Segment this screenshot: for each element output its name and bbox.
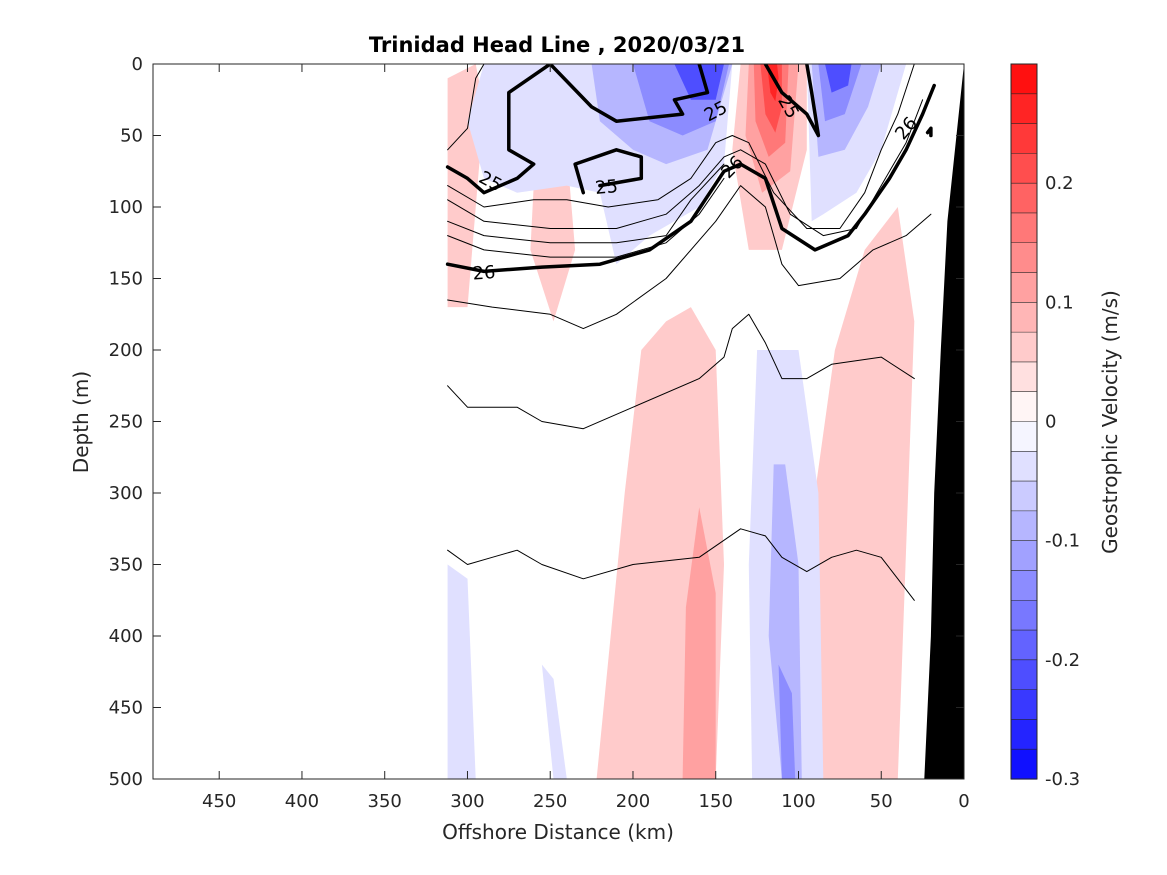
y-tick-label-5: 250	[109, 412, 143, 433]
thin-contour-6	[447, 64, 915, 229]
y-tick-label-1: 50	[120, 126, 143, 147]
colorbar-segment-12	[1011, 421, 1037, 452]
contour-label-2: 25	[594, 176, 619, 199]
colorbar-tick-label-5: -0.3	[1045, 769, 1080, 790]
x-axis: 450 400 350 300 250 200 150 100 50 0	[202, 64, 970, 812]
colorbar-segment-3	[1011, 153, 1037, 184]
colorbar-segment-22	[1011, 719, 1037, 750]
x-tick-label-0: 450	[202, 791, 236, 812]
x-tick-label-3: 300	[450, 791, 484, 812]
thin-contour-5	[447, 64, 485, 151]
colorbar-segment-15	[1011, 510, 1037, 542]
thin-contour-12	[447, 528, 915, 601]
topography-shape	[924, 64, 964, 779]
x-tick-label-6: 150	[699, 791, 733, 812]
y-tick-label-8: 400	[109, 626, 143, 647]
y-tick-label-6: 300	[109, 483, 143, 504]
colorbar-segment-7	[1011, 272, 1037, 303]
colorbar-segment-18	[1011, 600, 1037, 631]
y-tick-label-4: 200	[109, 340, 143, 361]
thin-contour-9	[447, 177, 725, 258]
x-tick-label-2: 350	[368, 791, 402, 812]
x-tick-label-4: 250	[533, 791, 567, 812]
colorbar-tick-label-2: 0	[1045, 412, 1056, 433]
colorbar-title: Geostrophic Velocity (m/s)	[1098, 290, 1122, 554]
colorbar-tick-label-4: -0.2	[1045, 650, 1080, 671]
colorbar-segment-17	[1011, 570, 1037, 601]
colorbar-segment-6	[1011, 242, 1037, 274]
y-tick-label-2: 100	[109, 197, 143, 218]
bottom-topography	[924, 64, 964, 779]
y-tick-label-7: 350	[109, 555, 143, 576]
velocity-patch-3	[815, 207, 915, 779]
velocity-patch-22	[778, 664, 796, 779]
colorbar-segment-1	[1011, 93, 1037, 125]
colorbar-segment-13	[1011, 451, 1037, 482]
contour-label-group-2: 25	[594, 176, 619, 199]
colorbar-segment-19	[1011, 630, 1037, 661]
colorbar-segment-4	[1011, 183, 1037, 214]
y-tick-label-0: 0	[132, 54, 143, 75]
x-tick-label-7: 100	[781, 791, 815, 812]
colorbar-segment-5	[1011, 212, 1037, 244]
colorbar-segment-16	[1011, 540, 1037, 572]
velocity-patch-19	[541, 664, 567, 779]
colorbar-tick-label-1: 0.1	[1045, 292, 1074, 313]
contour-label-group-4: 26	[472, 262, 496, 285]
colorbar-segment-14	[1011, 481, 1037, 512]
x-tick-label-5: 200	[616, 791, 650, 812]
colorbar-segment-0	[1011, 64, 1037, 95]
velocity-field	[447, 64, 915, 779]
colorbar-segment-20	[1011, 659, 1037, 691]
colorbar-segment-23	[1011, 749, 1037, 780]
thin-contour-8	[447, 163, 725, 244]
thin-contour-11	[447, 313, 915, 430]
colorbar: 0.2 0.1 0 -0.1 -0.2 -0.3	[1010, 63, 1080, 790]
colorbar-segment-9	[1011, 332, 1037, 363]
density-contours	[445, 64, 936, 601]
bold-contour-4	[925, 126, 933, 138]
thin-contour-10	[447, 185, 932, 330]
y-axis-title: Depth (m)	[69, 371, 93, 473]
colorbar-segment-11	[1011, 391, 1037, 423]
y-tick-label-9: 450	[109, 698, 143, 719]
bold-contour-2	[763, 64, 821, 138]
bold-contour-1	[573, 148, 644, 195]
colorbar-frame	[1010, 63, 1038, 780]
x-tick-label-9: 0	[958, 791, 969, 812]
velocity-patch-17	[825, 64, 852, 93]
bold-contour-3	[445, 83, 936, 274]
velocity-patch-21	[768, 464, 802, 779]
colorbar-segment-2	[1011, 123, 1037, 154]
colorbar-tick-label-0: 0.2	[1045, 173, 1074, 194]
colorbar-segment-8	[1011, 302, 1037, 333]
x-tick-label-1: 400	[285, 791, 319, 812]
x-axis-title: Offshore Distance (km)	[442, 820, 674, 844]
colorbar-segment-10	[1011, 361, 1037, 393]
velocity-patch-18	[447, 564, 476, 779]
contour-label-4: 26	[472, 262, 496, 285]
colorbar-segment-21	[1011, 689, 1037, 721]
y-axis: 0 50 100 150 200 250 300 350 400 450 500	[109, 54, 964, 790]
velocity-patch-4	[682, 507, 716, 779]
bold-contour-0	[445, 64, 710, 195]
velocity-patch-13	[674, 64, 724, 100]
y-tick-label-10: 500	[109, 769, 143, 790]
thin-contour-7	[447, 99, 924, 237]
x-tick-label-8: 50	[870, 791, 893, 812]
chart-title: Trinidad Head Line , 2020/03/21	[369, 33, 745, 57]
y-tick-label-3: 150	[109, 269, 143, 290]
colorbar-tick-label-3: -0.1	[1045, 531, 1080, 552]
